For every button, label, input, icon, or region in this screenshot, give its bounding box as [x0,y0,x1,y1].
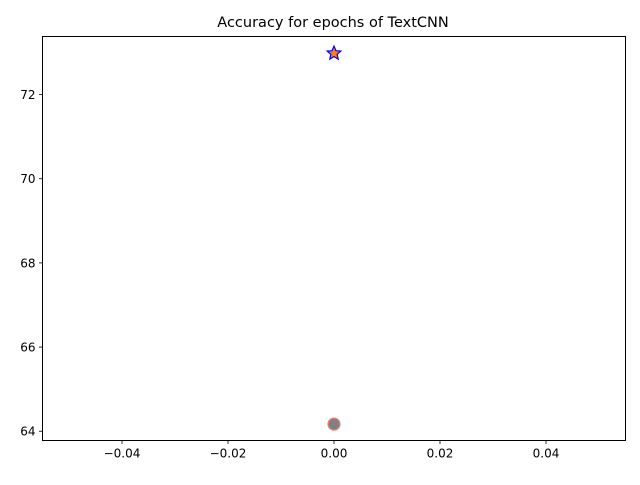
y-tick-label: 70 [20,172,35,186]
x-tick-label: −0.02 [210,447,247,461]
x-tick-label: 0.00 [321,447,348,461]
star-marker [325,44,343,61]
y-axis: 64 66 68 70 72 [20,88,43,439]
x-axis: −0.04 −0.02 0.00 0.02 0.04 [104,440,560,461]
circle-marker [327,417,341,431]
x-tick-label: −0.04 [104,447,141,461]
y-tick-label: 64 [20,425,35,439]
y-tick-label: 72 [20,88,35,102]
plot-area-frame [42,36,626,441]
chart-title: Accuracy for epochs of TextCNN [217,15,448,31]
y-tick-label: 68 [20,256,35,270]
x-tick-label: 0.02 [427,447,454,461]
data-points [325,44,343,431]
x-tick-label: 0.04 [533,447,560,461]
y-tick-label: 66 [20,341,35,355]
